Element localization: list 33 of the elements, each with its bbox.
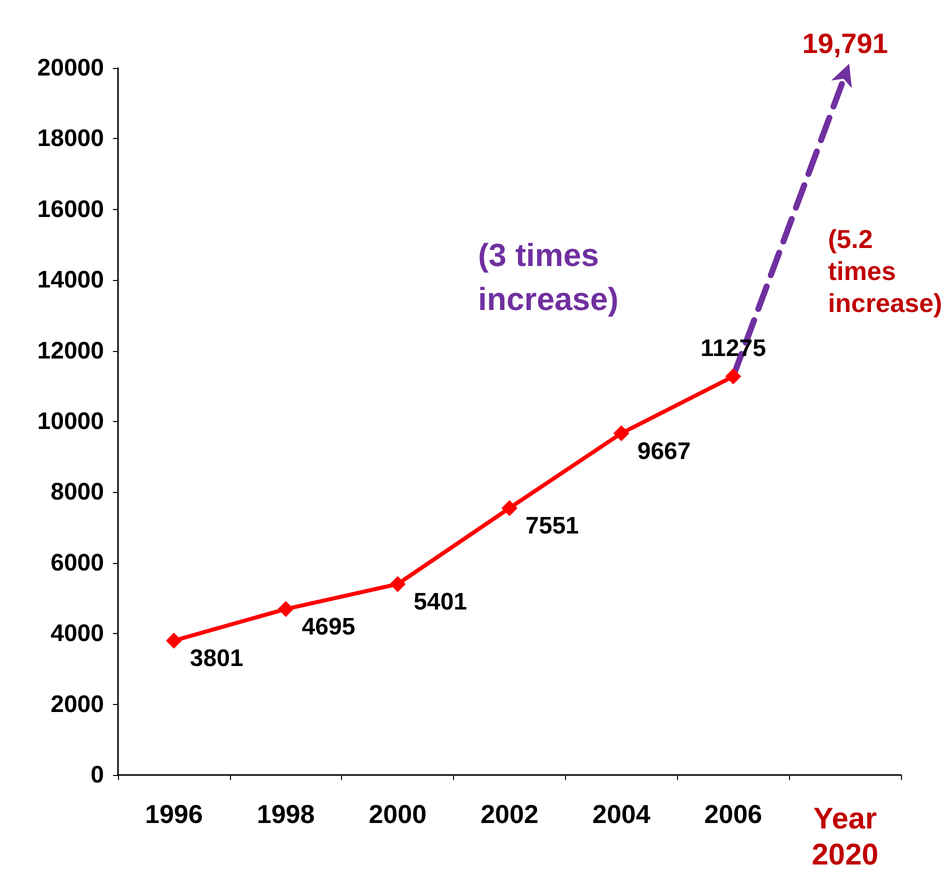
data-label: 7551 bbox=[526, 512, 579, 540]
data-label: 3801 bbox=[190, 645, 244, 672]
x-tick-label: Year 2020 bbox=[812, 802, 878, 872]
data-label: 5401 bbox=[414, 588, 468, 616]
y-tick-label: 20000 bbox=[37, 54, 104, 82]
point bbox=[502, 500, 518, 516]
x-tick-label: 2002 bbox=[480, 799, 538, 829]
y-tick-label: 12000 bbox=[37, 337, 104, 364]
y-tick-label: 10000 bbox=[37, 408, 104, 435]
annotation: (5.2 times increase) bbox=[828, 224, 942, 318]
y-tick-label: 2000 bbox=[50, 690, 104, 718]
point bbox=[613, 425, 630, 442]
point bbox=[278, 601, 294, 618]
y-tick-label: 6000 bbox=[50, 549, 104, 576]
x-tick-label: 1998 bbox=[256, 799, 315, 829]
data-label: 4695 bbox=[302, 614, 356, 641]
x-tick-label: 2006 bbox=[704, 799, 762, 829]
y-tick-label: 4000 bbox=[50, 620, 104, 648]
y-tick-label: 16000 bbox=[37, 196, 104, 223]
data-label: 19,791 bbox=[802, 28, 888, 59]
data-label: 11275 bbox=[700, 334, 766, 362]
x-tick-label: 2004 bbox=[592, 799, 651, 829]
y-tick-label: 0 bbox=[90, 762, 104, 788]
x-tick-label: 1996 bbox=[145, 799, 203, 829]
y-tick-label: 8000 bbox=[50, 478, 104, 506]
annotation: (3 times increase) bbox=[478, 237, 619, 317]
point bbox=[725, 368, 742, 384]
data-label: 9667 bbox=[637, 438, 691, 465]
y-tick-label: 18000 bbox=[37, 125, 104, 152]
point bbox=[390, 576, 406, 592]
point bbox=[166, 632, 182, 649]
x-tick-label: 2000 bbox=[368, 799, 427, 829]
y-tick-label: 14000 bbox=[37, 266, 104, 294]
